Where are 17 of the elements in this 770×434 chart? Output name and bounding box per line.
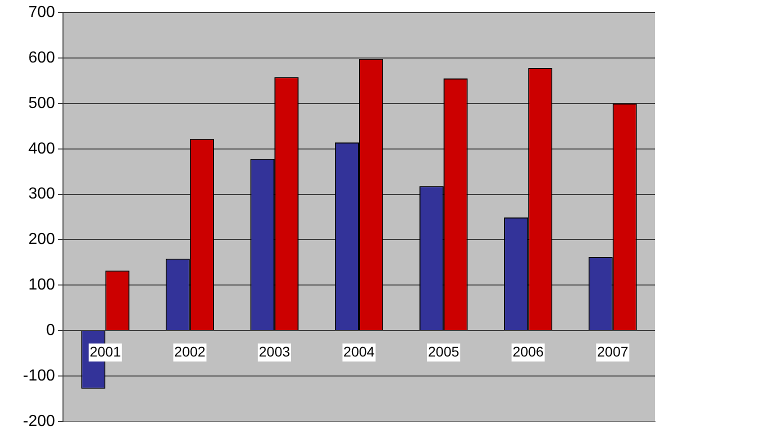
y-tick-label: -200 (22, 412, 56, 430)
y-tick-label: 700 (28, 4, 56, 22)
y-tick-label: -100 (22, 367, 56, 384)
x-tick-label: 2007 (597, 343, 628, 360)
x-tick-label: 2001 (90, 343, 122, 360)
y-tick-label: 300 (28, 186, 56, 203)
x-tick-label: 2005 (428, 343, 460, 360)
y-tick-label: 0 (46, 322, 56, 339)
x-tick-label: 2004 (343, 343, 375, 360)
y-tick-label: 600 (28, 49, 56, 66)
y-tick-label: 500 (28, 94, 56, 112)
y-tick-label: 400 (28, 140, 56, 158)
x-tick-label: 2003 (258, 343, 290, 360)
y-tick-label: 100 (28, 276, 56, 294)
y-tick-label: 200 (28, 231, 56, 248)
x-tick-label: 2006 (512, 343, 544, 360)
x-tick-label: 2002 (174, 343, 206, 360)
